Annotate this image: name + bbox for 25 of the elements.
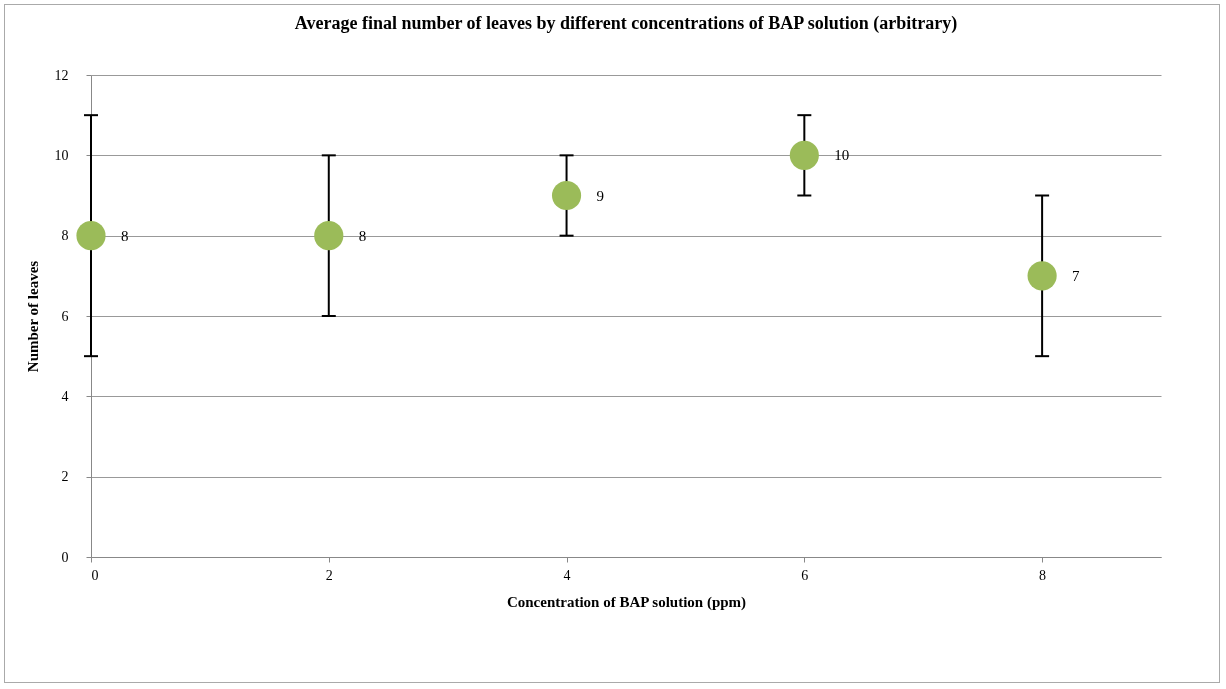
chart-title: Average final number of leaves by different concentrations of BAP solution (arbitrary) xyxy=(294,13,958,34)
data-label: 9 xyxy=(596,187,605,204)
x-tick-label: 2 xyxy=(325,567,333,583)
data-label: 10 xyxy=(834,147,850,164)
y-tick-label: 6 xyxy=(61,308,69,324)
point xyxy=(76,221,106,251)
point xyxy=(789,140,819,170)
data-label: 8 xyxy=(121,227,129,244)
data-label: 8 xyxy=(358,227,367,244)
point xyxy=(551,180,582,211)
y-tick-label: 12 xyxy=(54,67,69,83)
y-axis-title: Number of leaves xyxy=(24,260,41,373)
point xyxy=(314,221,344,251)
y-tick-label: 8 xyxy=(61,228,69,244)
x-tick-label: 6 xyxy=(801,567,809,583)
y-tick-label: 0 xyxy=(61,549,69,565)
y-tick-label: 2 xyxy=(61,469,69,485)
point xyxy=(1027,261,1057,291)
x-tick-label: 8 xyxy=(1039,567,1047,583)
y-tick-label: 10 xyxy=(54,147,69,163)
x-tick-label: 4 xyxy=(563,567,571,583)
data-label: 7 xyxy=(1072,267,1081,284)
x-axis-title: Concentration of BAP solution (ppm) xyxy=(506,593,747,611)
y-tick-label: 4 xyxy=(61,388,69,404)
x-tick-label: 0 xyxy=(91,567,99,583)
